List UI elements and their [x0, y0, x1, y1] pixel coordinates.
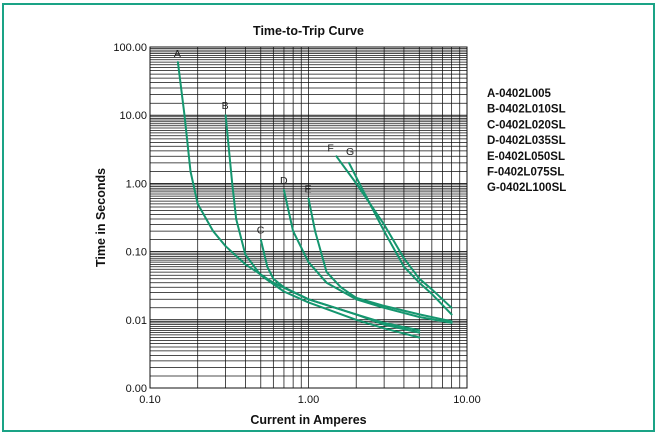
- curves: [176, 61, 453, 339]
- y-tick-label: 100.00: [113, 42, 147, 54]
- curve-label-g: G: [346, 146, 354, 158]
- curve-label-c: C: [257, 225, 265, 237]
- chart-title: Time-to-Trip Curve: [253, 24, 364, 38]
- curve-e: [307, 197, 453, 323]
- plot-border: [149, 46, 468, 389]
- y-axis-title: Time in Seconds: [94, 168, 108, 267]
- y-tick-label: 0.00: [126, 383, 147, 395]
- legend-item: F-0402L075SL: [487, 167, 564, 179]
- curve-g: [348, 161, 453, 316]
- tick-labels: 0.10 1.00 10.00 0.00 0.01 0.10 1.00 10.00 100.00: [113, 42, 480, 406]
- curve-labels: A B C D E F G: [174, 48, 354, 236]
- x-axis-title: Current in Amperes: [250, 413, 366, 427]
- y-tick-label: 0.10: [126, 247, 147, 259]
- curve-label-f: F: [327, 142, 333, 154]
- curve-label-a: A: [174, 48, 181, 60]
- x-tick-label: 10.00: [453, 394, 481, 406]
- curve-b: [224, 114, 421, 339]
- curve-d: [282, 189, 453, 324]
- legend-item: A-0402L005: [487, 88, 552, 100]
- curve-a: [176, 61, 421, 334]
- curve-c: [259, 238, 421, 332]
- curve-f: [335, 155, 453, 309]
- legend-item: B-0402L010SL: [487, 104, 566, 116]
- time-to-trip-chart: Time-to-Trip Curve 0.10 1.00 10.00 0.00 0.01…: [94, 24, 566, 427]
- x-tick-label: 0.10: [139, 394, 160, 406]
- legend: A-0402L005 B-0402L010SL C-0402L020SL D-0402…: [487, 88, 566, 194]
- legend-item: D-0402L035SL: [487, 135, 566, 147]
- y-tick-label: 10.00: [119, 110, 147, 122]
- grid: [149, 46, 467, 389]
- y-tick-label: 1.00: [126, 178, 147, 190]
- curve-label-b: B: [222, 100, 229, 112]
- curve-label-d: D: [280, 175, 288, 187]
- curve-label-e: E: [305, 184, 312, 196]
- legend-item: C-0402L020SL: [487, 119, 566, 131]
- legend-item: E-0402L050SL: [487, 151, 565, 163]
- chart-frame: Time-to-Trip Curve 0.10 1.00 10.00 0.00 0.01…: [2, 3, 655, 432]
- legend-item: G-0402L100SL: [487, 182, 566, 194]
- x-tick-label: 1.00: [298, 394, 319, 406]
- y-tick-label: 0.01: [126, 315, 147, 327]
